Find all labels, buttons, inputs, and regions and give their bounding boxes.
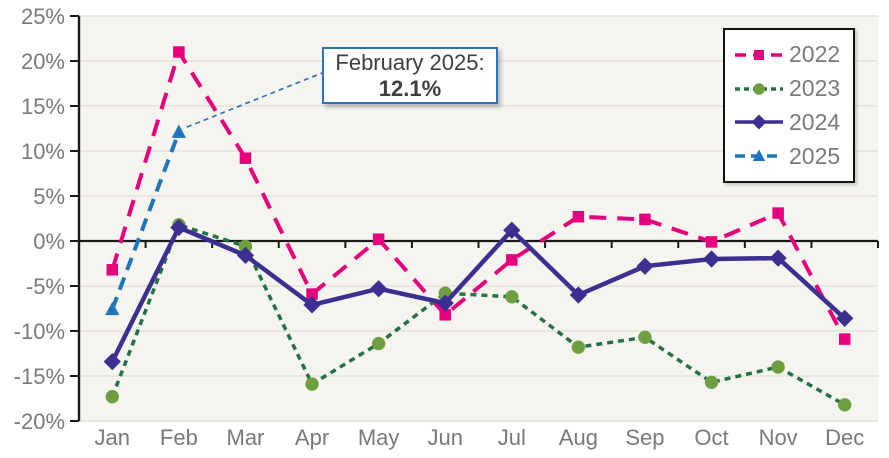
y-tick-label: -10% (14, 319, 65, 344)
y-tick-label: 20% (21, 49, 65, 74)
x-tick-label: Jan (95, 425, 130, 450)
legend-entry-2024: 2024 (733, 109, 849, 136)
y-axis-labels: 25% 20% 15% 10% 5% 0% -5% -10% -15% -20% (14, 4, 65, 434)
x-axis-labels: Jan Feb Mar Apr May Jun Jul Aug Sep Oct Nov Dec (95, 425, 865, 450)
x-tick-label: Jul (498, 425, 526, 450)
x-tick-label: Nov (759, 425, 798, 450)
legend-label-2025: 2025 (789, 142, 841, 169)
series-2022 (106, 46, 851, 345)
legend-sample-2023 (735, 82, 783, 95)
legend-entry-2023: 2023 (733, 75, 849, 102)
y-tick-label: 15% (21, 94, 65, 119)
legend-sample-2022 (735, 49, 783, 60)
y-tick-label: 0% (33, 229, 65, 254)
y-tick-label: 10% (21, 139, 65, 164)
callout-value: 12.1% (378, 75, 442, 101)
x-tick-label: Jun (427, 425, 462, 450)
legend-label-2023: 2023 (789, 75, 841, 102)
callout-feb-2025: February 2025: 12.1% (322, 47, 498, 104)
legend-label-2022: 2022 (789, 41, 841, 68)
y-tick-label: 25% (21, 4, 65, 29)
y-axis (70, 15, 81, 422)
legend-label-2024: 2024 (789, 108, 841, 135)
annotation-leader-line (186, 72, 323, 128)
series-2024 (103, 218, 854, 371)
x-tick-label: Aug (559, 425, 598, 450)
x-tick-label: Oct (694, 425, 728, 450)
legend-entry-2025: 2025 (733, 143, 849, 170)
legend-entry-2022: 2022 (733, 41, 849, 68)
x-tick-label: Dec (825, 425, 864, 450)
legend-sample-2024 (735, 114, 783, 130)
x-tick-label: Mar (227, 425, 265, 450)
y-tick-label: -20% (14, 409, 65, 434)
y-tick-label: -15% (14, 364, 65, 389)
series-2025 (105, 124, 187, 316)
y-tick-label: -5% (26, 274, 65, 299)
x-tick-label: Sep (625, 425, 664, 450)
callout-label: February 2025: (335, 49, 485, 75)
x-tick-label: May (358, 425, 400, 450)
legend-sample-2025 (735, 149, 783, 162)
legend: 2022 2023 2024 2025 (723, 28, 855, 183)
x-tick-label: Apr (295, 425, 329, 450)
x-tick-label: Feb (160, 425, 198, 450)
y-tick-label: 5% (33, 184, 65, 209)
